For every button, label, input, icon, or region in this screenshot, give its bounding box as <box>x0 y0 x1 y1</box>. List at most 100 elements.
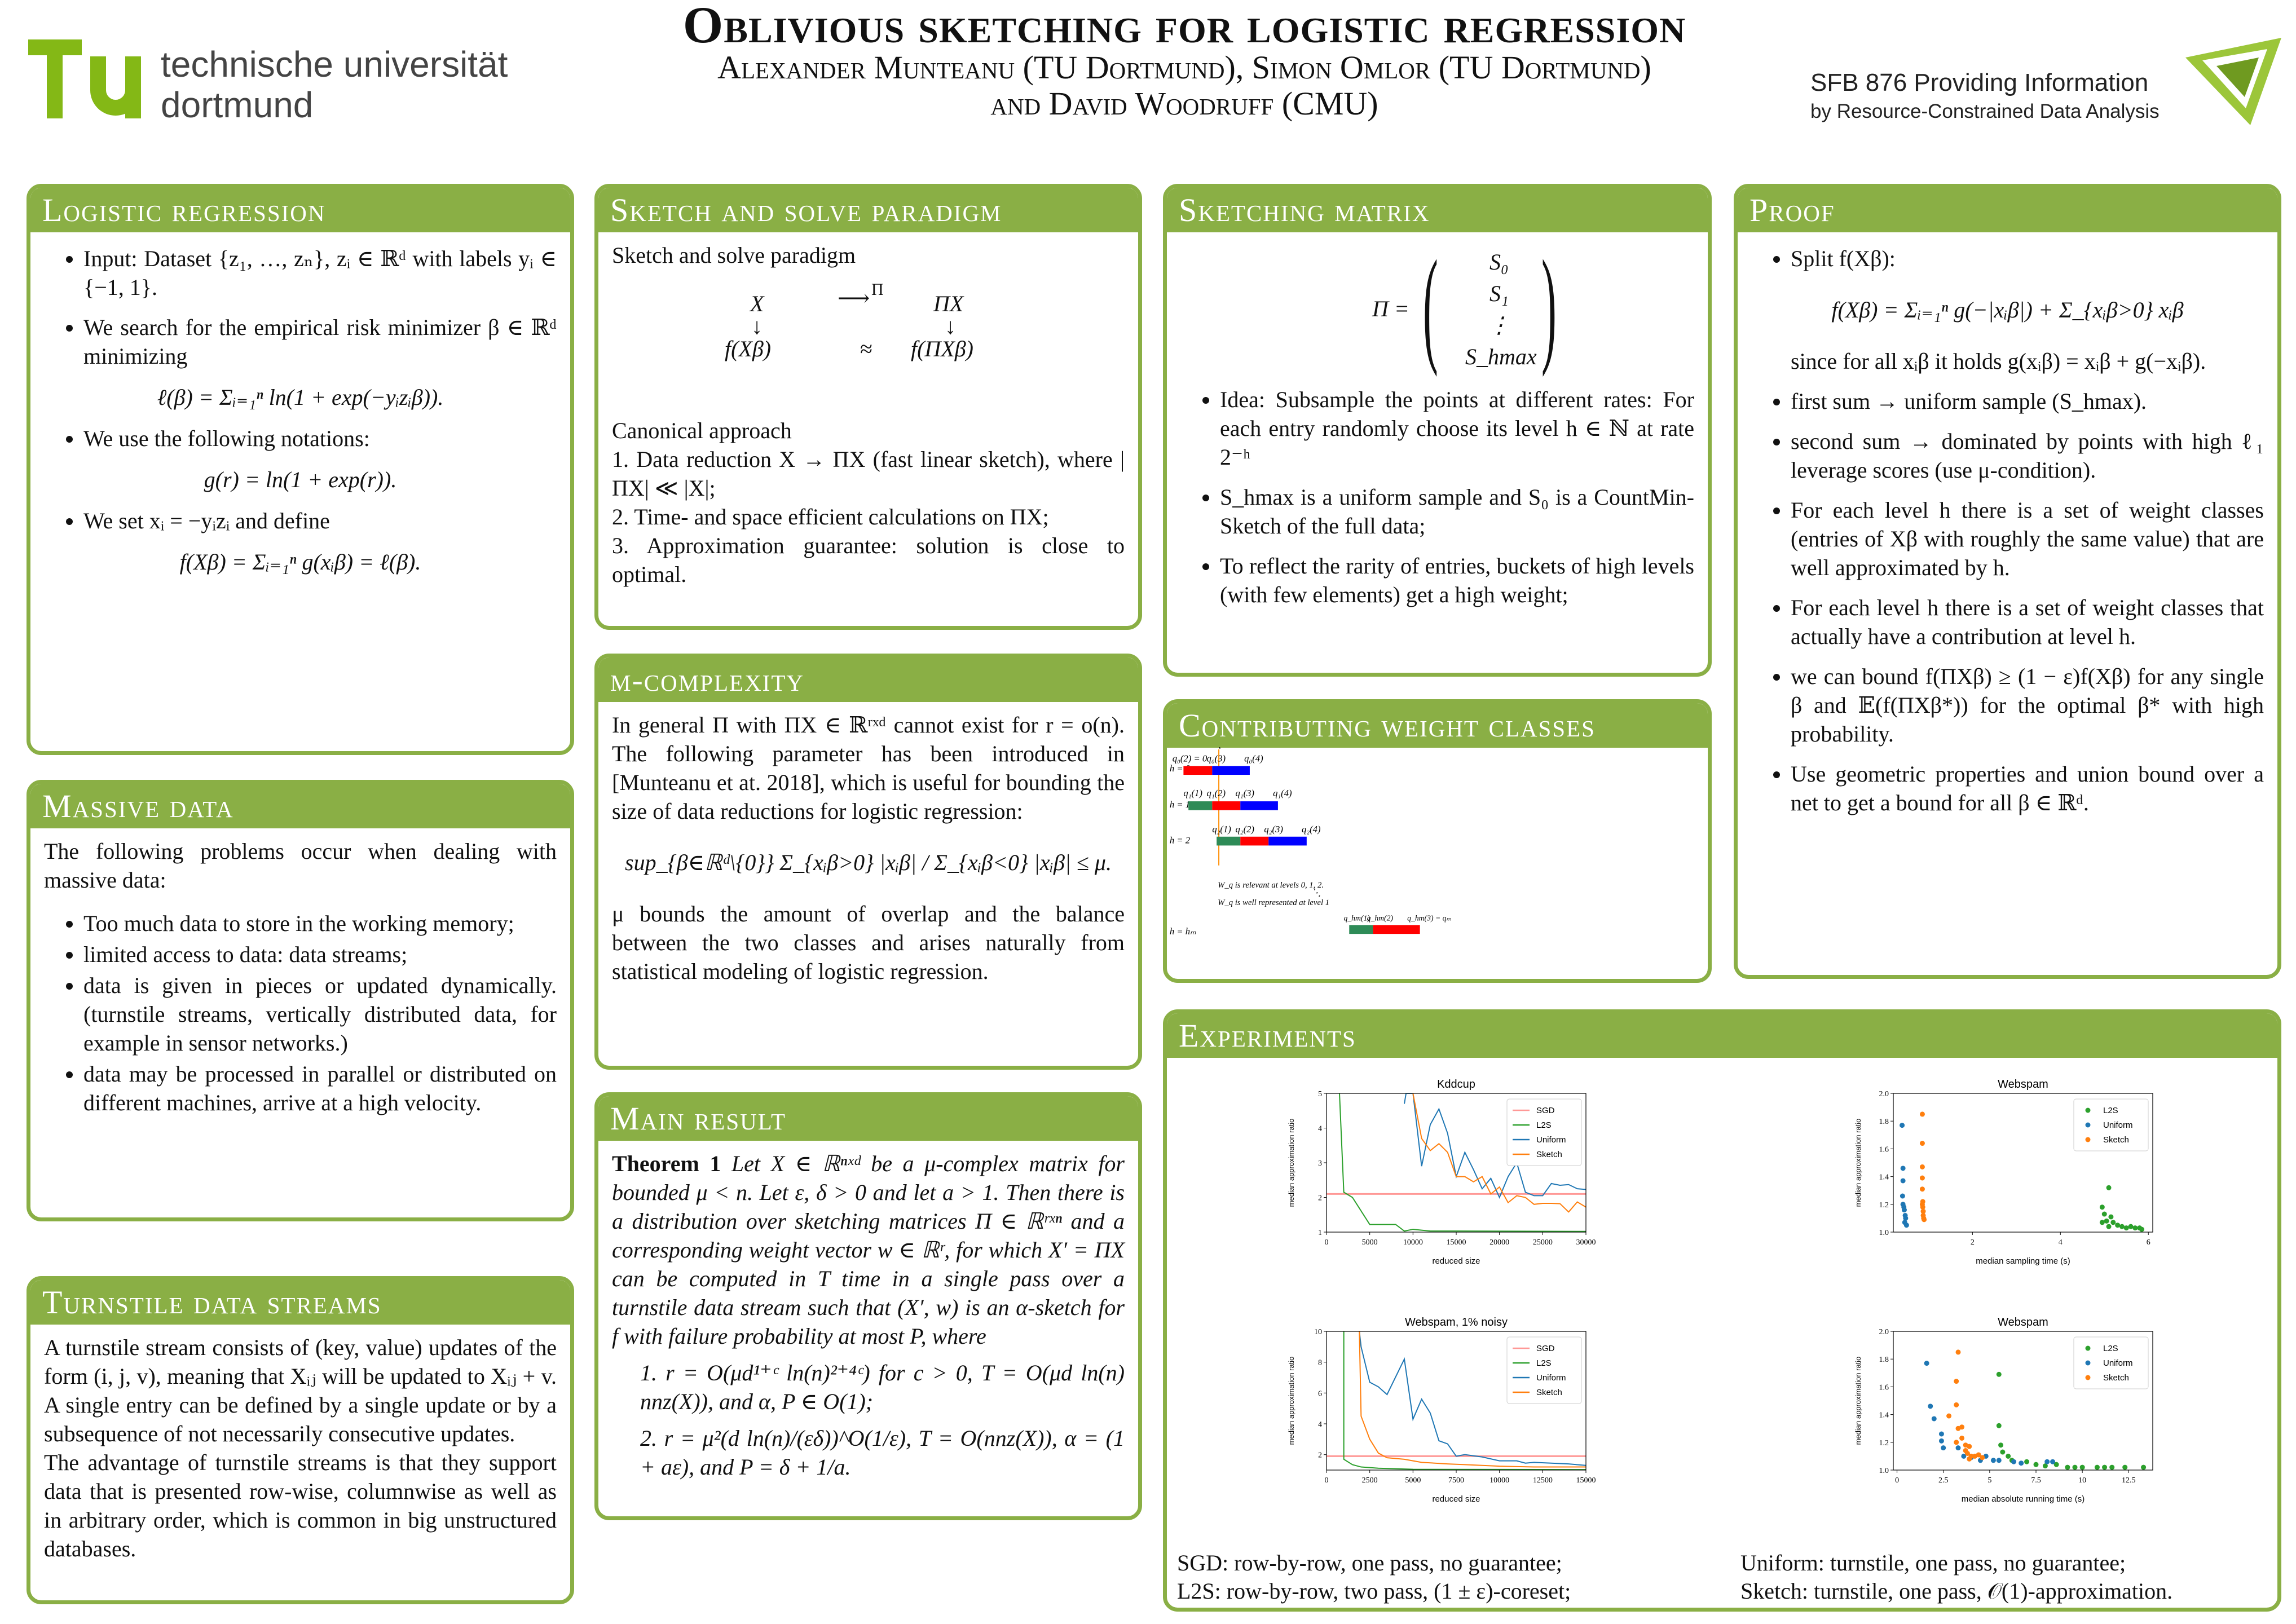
theorem-label: Theorem 1 <box>612 1151 721 1176</box>
left-paren: ( <box>1423 233 1438 377</box>
bullet-minimizer: We search for the empirical risk minimiz… <box>83 313 557 370</box>
legend-swatch <box>2085 1345 2091 1351</box>
x-tick-label: 7500 <box>1448 1476 1464 1485</box>
panel-title: Contributing weight classes <box>1167 703 1708 748</box>
point-l2s <box>2104 1218 2109 1224</box>
point-sketch <box>1955 1349 1961 1355</box>
point-l2s <box>2109 1464 2115 1470</box>
point-l2s <box>2024 1459 2030 1464</box>
panel-experiments: Experiments Kddcup reduced size median app… <box>1163 1009 2281 1612</box>
theorem: Theorem 1 Let X ∈ ℝⁿˣᵈ be a μ-complex ma… <box>612 1149 1125 1351</box>
diagram-pi: Π <box>871 280 884 299</box>
point-sketch <box>1980 1455 1985 1460</box>
y-tick-label: 1.8 <box>1879 1118 1889 1126</box>
bar-label: q₀(3) <box>1207 753 1226 764</box>
y-tick-label: 1.6 <box>1879 1383 1889 1392</box>
x-tick-label: 6 <box>2147 1238 2150 1247</box>
bar-green <box>1349 925 1373 934</box>
y-tick-label: 1.8 <box>1879 1356 1889 1364</box>
point-l2s <box>2137 1225 2143 1231</box>
point-l2s <box>2141 1464 2147 1470</box>
paragraph: The advantage of turnstile streams is th… <box>44 1450 557 1561</box>
y-tick-label: 10 <box>1314 1328 1322 1336</box>
x-tick-label: 30000 <box>1576 1238 1596 1247</box>
point-l2s <box>2115 1223 2121 1228</box>
legend-swatch <box>2085 1137 2091 1142</box>
point-uniform <box>1941 1445 1946 1451</box>
x-tick-label: 15000 <box>1447 1238 1466 1247</box>
q-label: q <box>1217 747 1221 749</box>
point-uniform <box>1931 1416 1937 1422</box>
point-sketch <box>1954 1440 1959 1445</box>
x-tick-label: 12.5 <box>2122 1476 2136 1485</box>
list-item: second sum → dominated by points with hi… <box>1791 427 2264 484</box>
x-tick-label: 2 <box>1971 1238 1975 1247</box>
y-tick-label: 1.0 <box>1879 1229 1889 1237</box>
list-item: S_hmax is a uniform sample and S₀ is a C… <box>1220 483 1694 540</box>
diagram-fx: f(Xβ) <box>725 336 772 361</box>
legend-label: Uniform <box>1536 1373 1566 1383</box>
legend-box <box>2073 1336 2149 1389</box>
bullet-input: Input: Dataset {z₁, …, zₙ}, zᵢ ∈ ℝᵈ with… <box>83 244 557 302</box>
y-tick-label: 3 <box>1318 1159 1322 1168</box>
point-l2s <box>2053 1462 2059 1467</box>
panel-title: Turnstile data streams <box>30 1280 570 1325</box>
panel-title: Main result <box>598 1096 1138 1141</box>
y-tick-label: 1 <box>1318 1229 1322 1237</box>
x-axis-label: reduced size <box>1432 1494 1480 1504</box>
y-axis-label: median approximation ratio <box>1287 1119 1295 1207</box>
x-axis-label: median absolute running time (s) <box>1962 1494 2085 1504</box>
y-tick-label: 4 <box>1318 1420 1322 1429</box>
point-sketch <box>1967 1444 1972 1449</box>
point-l2s <box>2042 1463 2048 1469</box>
x-tick-label: 12500 <box>1533 1476 1553 1485</box>
y-tick-label: 4 <box>1318 1125 1322 1133</box>
theorem-text: Let X ∈ ℝⁿˣᵈ be a μ-complex matrix for b… <box>612 1151 1125 1349</box>
weight-classes-diagram: q h = 0 q₀(2) = 0q₀(3)q₀(4) h = 1 q₁(1)q… <box>1170 738 1452 937</box>
legend-box <box>1506 1098 1582 1166</box>
equation-f: f(Xβ) = Σᵢ₌₁ⁿ g(xᵢβ) = ℓ(β). <box>179 549 421 575</box>
bar-label: q₂(1) <box>1212 824 1231 835</box>
bar-label: q_hm(3) = qₘ <box>1407 914 1451 923</box>
sfb-label: SFB 876 Providing Information by Resourc… <box>1810 69 2160 123</box>
series-line-l2s <box>1343 1331 1586 1470</box>
list-item: data may be processed in parallel or dis… <box>83 1060 557 1117</box>
y-tick-label: 5 <box>1318 1090 1322 1098</box>
footnote-l2s: L2S: row-by-row, two pass, (1 ± ε)-cores… <box>1177 1578 1571 1604</box>
point-uniform <box>2019 1460 2024 1466</box>
point-l2s <box>1996 1371 2002 1377</box>
equation-split: f(Xβ) = Σᵢ₌₁ⁿ g(−|xᵢβ|) + Σ_{xᵢβ>0} xᵢβ <box>1831 297 2184 323</box>
point-sketch <box>1920 1208 1926 1214</box>
list-item: To reflect the rarity of entries, bucket… <box>1220 551 1694 609</box>
legend-swatch <box>2085 1107 2091 1113</box>
point-sketch <box>1919 1175 1925 1181</box>
equation-g: g(r) = ln(1 + exp(r)). <box>204 467 397 492</box>
series-line-uniform <box>1359 1331 1586 1466</box>
point-l2s <box>2108 1214 2114 1220</box>
university-line1: technische universität <box>161 44 508 85</box>
authors-line1: Alexander Munteanu (TU Dortmund), Simon … <box>717 49 1651 86</box>
plot-frame <box>1893 1331 2153 1471</box>
point-sketch <box>1946 1413 1952 1419</box>
step-2: 2. Time- and space efficient calculation… <box>612 504 1049 529</box>
y-tick-label: 2.0 <box>1879 1328 1889 1336</box>
x-axis-label: median sampling time (s) <box>1976 1256 2070 1266</box>
panel-title: μ-complexity <box>598 657 1138 702</box>
level-label: h = hₘ <box>1170 926 1196 937</box>
bar-label: q₀(2) = 0 <box>1173 753 1208 764</box>
panel-mu-complexity: μ-complexity In general Π with ΠX ∈ ℝʳˣᵈ… <box>594 654 1142 1070</box>
x-tick-label: 0 <box>1325 1476 1329 1485</box>
list-item: first sum → uniform sample (S_hmax). <box>1791 387 2264 416</box>
x-tick-label: 15000 <box>1576 1476 1596 1485</box>
authors-line2: and David Woodruff (CMU) <box>990 85 1378 122</box>
list-item: Idea: Subsample the points at different … <box>1220 385 1694 471</box>
footnote-uniform: Uniform: turnstile, one pass, no guarant… <box>1740 1550 2126 1576</box>
footnote-sketch: Sketch: turnstile, one pass, 𝒪(1)-approx… <box>1740 1578 2173 1604</box>
matrix-entry: S₁ <box>1489 281 1509 306</box>
legend-label: L2S <box>2103 1106 2118 1115</box>
point-sketch <box>1976 1452 1981 1458</box>
diagram-pix: ΠX <box>933 291 964 316</box>
legend-swatch <box>2085 1375 2091 1380</box>
sfb-line2: by Resource-Constrained Data Analysis <box>1810 100 2160 122</box>
series-line-l2s <box>1339 1093 1586 1232</box>
